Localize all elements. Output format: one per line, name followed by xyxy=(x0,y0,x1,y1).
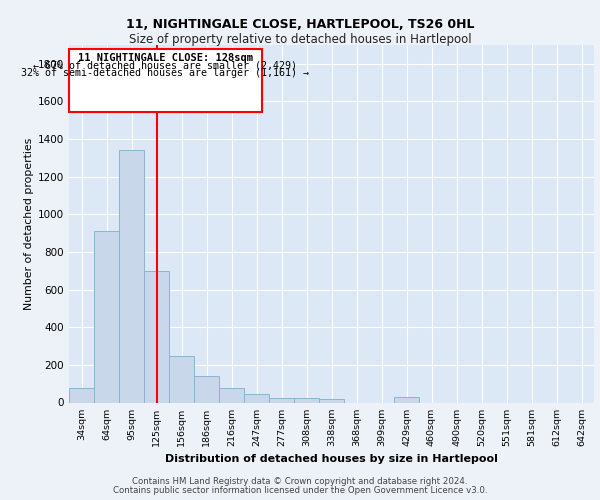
Bar xyxy=(219,388,244,402)
Text: Size of property relative to detached houses in Hartlepool: Size of property relative to detached ho… xyxy=(128,33,472,46)
Bar xyxy=(294,398,319,402)
Bar xyxy=(69,388,94,402)
Text: Contains HM Land Registry data © Crown copyright and database right 2024.: Contains HM Land Registry data © Crown c… xyxy=(132,478,468,486)
Text: 11 NIGHTINGALE CLOSE: 128sqm: 11 NIGHTINGALE CLOSE: 128sqm xyxy=(78,53,253,63)
Bar xyxy=(194,376,219,402)
Bar xyxy=(144,271,169,402)
Bar xyxy=(269,398,294,402)
Bar xyxy=(319,399,344,402)
Bar xyxy=(94,232,119,402)
Y-axis label: Number of detached properties: Number of detached properties xyxy=(24,138,34,310)
Text: 11, NIGHTINGALE CLOSE, HARTLEPOOL, TS26 0HL: 11, NIGHTINGALE CLOSE, HARTLEPOOL, TS26 … xyxy=(126,18,474,30)
X-axis label: Distribution of detached houses by size in Hartlepool: Distribution of detached houses by size … xyxy=(165,454,498,464)
FancyBboxPatch shape xyxy=(69,49,262,112)
Text: 32% of semi-detached houses are larger (1,161) →: 32% of semi-detached houses are larger (… xyxy=(21,68,309,78)
Bar xyxy=(394,397,419,402)
Bar xyxy=(169,356,194,403)
Bar xyxy=(244,394,269,402)
Text: Contains public sector information licensed under the Open Government Licence v3: Contains public sector information licen… xyxy=(113,486,487,495)
Bar xyxy=(119,150,144,402)
Text: ← 67% of detached houses are smaller (2,429): ← 67% of detached houses are smaller (2,… xyxy=(33,60,297,70)
